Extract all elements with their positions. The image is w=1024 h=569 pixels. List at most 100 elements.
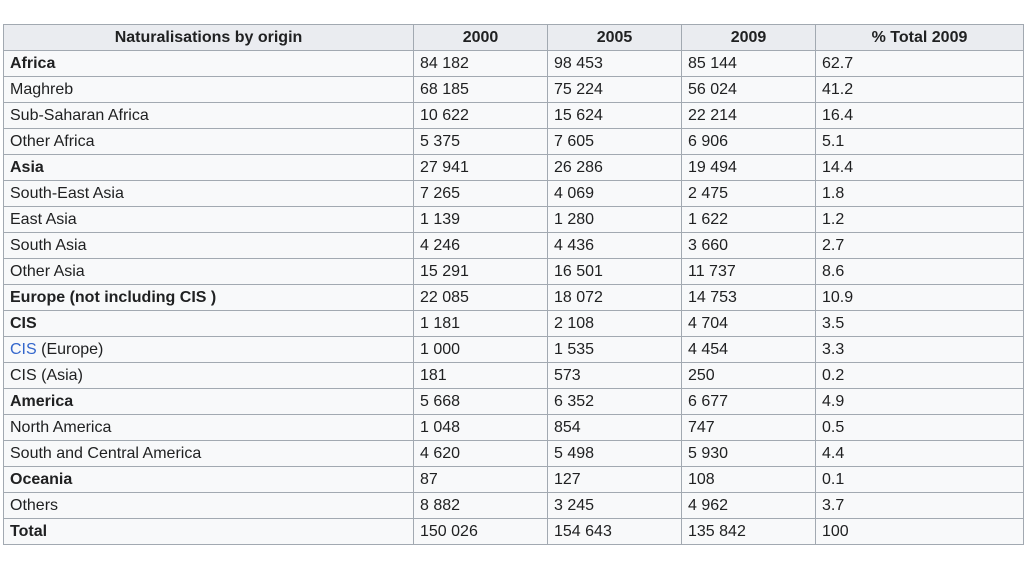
value-2000-cell: 68 185 bbox=[413, 76, 548, 103]
value-2009-cell: 135 842 bbox=[681, 518, 816, 545]
percent-total-cell: 1.8 bbox=[815, 180, 1024, 207]
percent-total-cell: 1.2 bbox=[815, 206, 1024, 233]
table-body: Africa 84 182 98 453 85 144 62.7 Maghreb 68 18… bbox=[3, 50, 1024, 545]
value-2005-cell: 854 bbox=[547, 414, 682, 441]
table-row: CIS 1 181 2 108 4 704 3.5 bbox=[3, 310, 1024, 337]
value-2005-cell: 1 535 bbox=[547, 336, 682, 363]
cis-link[interactable]: CIS bbox=[10, 341, 37, 358]
table-row: Oceania 87 127 108 0.1 bbox=[3, 466, 1024, 493]
percent-total-cell: 5.1 bbox=[815, 128, 1024, 155]
value-2005-cell: 573 bbox=[547, 362, 682, 389]
value-2009-cell: 5 930 bbox=[681, 440, 816, 467]
percent-total-cell: 2.7 bbox=[815, 232, 1024, 259]
table-row: North America 1 048 854 747 0.5 bbox=[3, 414, 1024, 441]
percent-total-cell: 0.1 bbox=[815, 466, 1024, 493]
value-2005-cell: 15 624 bbox=[547, 102, 682, 129]
table-row: Others 8 882 3 245 4 962 3.7 bbox=[3, 492, 1024, 519]
value-2000-cell: 15 291 bbox=[413, 258, 548, 285]
value-2009-cell: 14 753 bbox=[681, 284, 816, 311]
table-row: South Asia 4 246 4 436 3 660 2.7 bbox=[3, 232, 1024, 259]
value-2009-cell: 747 bbox=[681, 414, 816, 441]
value-2005-cell: 127 bbox=[547, 466, 682, 493]
origin-cell: Asia bbox=[3, 154, 414, 181]
value-2005-cell: 98 453 bbox=[547, 50, 682, 77]
origin-cell: North America bbox=[3, 414, 414, 441]
value-2005-cell: 1 280 bbox=[547, 206, 682, 233]
value-2000-cell: 4 246 bbox=[413, 232, 548, 259]
value-2009-cell: 3 660 bbox=[681, 232, 816, 259]
percent-total-cell: 8.6 bbox=[815, 258, 1024, 285]
origin-cell: Oceania bbox=[3, 466, 414, 493]
value-2009-cell: 85 144 bbox=[681, 50, 816, 77]
value-2000-cell: 7 265 bbox=[413, 180, 548, 207]
value-2009-cell: 4 962 bbox=[681, 492, 816, 519]
value-2009-cell: 6 677 bbox=[681, 388, 816, 415]
origin-cell: South-East Asia bbox=[3, 180, 414, 207]
column-header-origin: Naturalisations by origin bbox=[3, 24, 414, 51]
percent-total-cell: 16.4 bbox=[815, 102, 1024, 129]
value-2005-cell: 5 498 bbox=[547, 440, 682, 467]
origin-cell: East Asia bbox=[3, 206, 414, 233]
column-header-2000: 2000 bbox=[413, 24, 548, 51]
percent-total-cell: 62.7 bbox=[815, 50, 1024, 77]
percent-total-cell: 4.9 bbox=[815, 388, 1024, 415]
origin-cell: Europe (not including CIS ) bbox=[3, 284, 414, 311]
origin-cell: Total bbox=[3, 518, 414, 545]
value-2005-cell: 18 072 bbox=[547, 284, 682, 311]
table-row: CIS (Asia) 181 573 250 0.2 bbox=[3, 362, 1024, 389]
value-2009-cell: 19 494 bbox=[681, 154, 816, 181]
value-2000-cell: 1 181 bbox=[413, 310, 548, 337]
value-2005-cell: 2 108 bbox=[547, 310, 682, 337]
value-2005-cell: 3 245 bbox=[547, 492, 682, 519]
value-2000-cell: 181 bbox=[413, 362, 548, 389]
percent-total-cell: 3.7 bbox=[815, 492, 1024, 519]
value-2000-cell: 1 048 bbox=[413, 414, 548, 441]
table-row: Total 150 026 154 643 135 842 100 bbox=[3, 518, 1024, 545]
value-2000-cell: 5 375 bbox=[413, 128, 548, 155]
value-2005-cell: 4 436 bbox=[547, 232, 682, 259]
value-2009-cell: 6 906 bbox=[681, 128, 816, 155]
table-row: America 5 668 6 352 6 677 4.9 bbox=[3, 388, 1024, 415]
value-2009-cell: 22 214 bbox=[681, 102, 816, 129]
value-2000-cell: 22 085 bbox=[413, 284, 548, 311]
percent-total-cell: 0.2 bbox=[815, 362, 1024, 389]
table-row: CIS (Europe) 1 000 1 535 4 454 3.3 bbox=[3, 336, 1024, 363]
value-2000-cell: 1 139 bbox=[413, 206, 548, 233]
table-row: Sub-Saharan Africa 10 622 15 624 22 214 16.4 bbox=[3, 102, 1024, 129]
value-2005-cell: 26 286 bbox=[547, 154, 682, 181]
origin-cell: Africa bbox=[3, 50, 414, 77]
value-2005-cell: 7 605 bbox=[547, 128, 682, 155]
value-2000-cell: 10 622 bbox=[413, 102, 548, 129]
value-2009-cell: 108 bbox=[681, 466, 816, 493]
value-2005-cell: 16 501 bbox=[547, 258, 682, 285]
percent-total-cell: 10.9 bbox=[815, 284, 1024, 311]
table-container: Naturalisations by origin 2000 2005 2009… bbox=[3, 24, 1024, 545]
table-row: Europe (not including CIS ) 22 085 18 072 1… bbox=[3, 284, 1024, 311]
value-2000-cell: 27 941 bbox=[413, 154, 548, 181]
value-2009-cell: 1 622 bbox=[681, 206, 816, 233]
table-row: Maghreb 68 185 75 224 56 024 41.2 bbox=[3, 76, 1024, 103]
naturalisations-table: Naturalisations by origin 2000 2005 2009… bbox=[3, 24, 1024, 545]
value-2000-cell: 8 882 bbox=[413, 492, 548, 519]
percent-total-cell: 3.3 bbox=[815, 336, 1024, 363]
table-row: South and Central America 4 620 5 498 5 930… bbox=[3, 440, 1024, 467]
value-2005-cell: 75 224 bbox=[547, 76, 682, 103]
value-2009-cell: 2 475 bbox=[681, 180, 816, 207]
value-2009-cell: 4 704 bbox=[681, 310, 816, 337]
origin-cell: Other Africa bbox=[3, 128, 414, 155]
origin-cell: Sub-Saharan Africa bbox=[3, 102, 414, 129]
origin-cell: Others bbox=[3, 492, 414, 519]
percent-total-cell: 4.4 bbox=[815, 440, 1024, 467]
value-2000-cell: 5 668 bbox=[413, 388, 548, 415]
origin-cell: South Asia bbox=[3, 232, 414, 259]
column-header-2009: 2009 bbox=[681, 24, 816, 51]
origin-cell: Other Asia bbox=[3, 258, 414, 285]
table-row: East Asia 1 139 1 280 1 622 1.2 bbox=[3, 206, 1024, 233]
value-2009-cell: 11 737 bbox=[681, 258, 816, 285]
origin-cell: CIS (Europe) bbox=[3, 336, 414, 363]
value-2005-cell: 154 643 bbox=[547, 518, 682, 545]
value-2009-cell: 56 024 bbox=[681, 76, 816, 103]
percent-total-cell: 41.2 bbox=[815, 76, 1024, 103]
value-2000-cell: 150 026 bbox=[413, 518, 548, 545]
percent-total-cell: 0.5 bbox=[815, 414, 1024, 441]
